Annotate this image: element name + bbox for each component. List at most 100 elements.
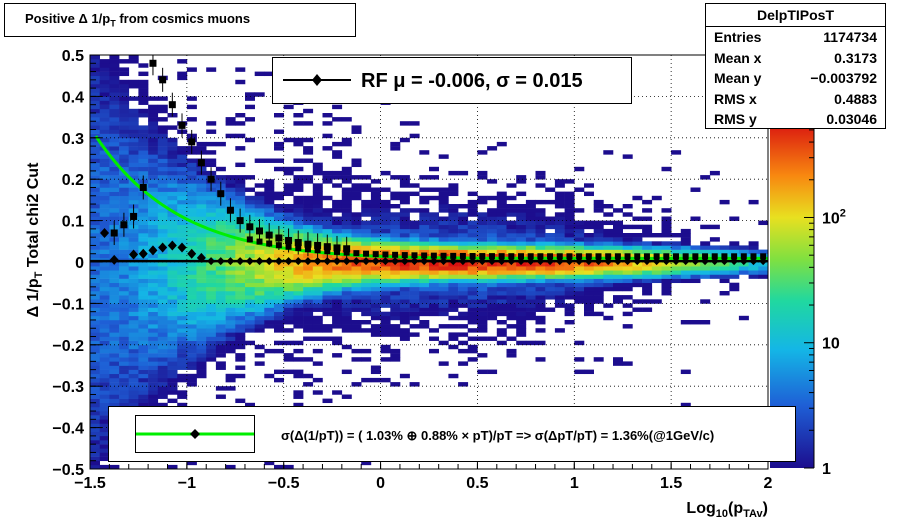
heatmap-cell <box>186 187 197 192</box>
heatmap-cell <box>196 357 207 362</box>
heatmap-cell <box>632 245 643 250</box>
heatmap-cell <box>312 220 323 226</box>
heatmap-cell <box>254 183 265 188</box>
heatmap-cell <box>119 237 130 242</box>
heatmap-cell <box>545 216 556 221</box>
heatmap-cell <box>148 125 159 130</box>
heatmap-cell <box>719 270 730 275</box>
heatmap-cell <box>283 137 294 143</box>
heatmap-cell <box>225 291 236 296</box>
heatmap-cell <box>390 291 401 296</box>
heatmap-cell <box>157 179 168 184</box>
heatmap-cell <box>564 274 575 279</box>
heatmap-cell <box>196 199 207 205</box>
heatmap-cell <box>409 278 420 284</box>
heatmap-cell <box>622 245 633 250</box>
heatmap-cell <box>157 311 168 317</box>
heatmap-cell <box>729 266 740 271</box>
heatmap-cell <box>167 204 178 209</box>
heatmap-cell <box>642 208 653 213</box>
heatmap-cell <box>477 324 488 329</box>
heatmap-cell <box>525 233 536 238</box>
heatmap-cell <box>458 170 469 176</box>
heatmap-cell <box>235 121 246 126</box>
x-tick-label: 0.5 <box>466 475 488 492</box>
heatmap-cell <box>235 175 246 180</box>
y-tick-label: −0.2 <box>52 338 84 355</box>
heatmap-cell <box>99 315 110 321</box>
heatmap-cell <box>109 216 120 221</box>
heatmap-cell <box>90 59 100 64</box>
heatmap-cell <box>254 286 265 292</box>
heatmap-cell <box>177 286 188 292</box>
heatmap-cell <box>138 336 149 341</box>
heatmap-cell <box>138 299 149 304</box>
heatmap-cell <box>303 146 314 151</box>
heatmap-cell <box>186 282 197 288</box>
heatmap-cell <box>186 195 197 201</box>
heatmap-cell <box>370 286 381 292</box>
heatmap-cell <box>177 220 188 226</box>
heatmap-cell <box>448 315 459 321</box>
heatmap-cell <box>167 369 178 375</box>
heatmap-cell <box>128 237 139 242</box>
heatmap-cell <box>235 291 246 296</box>
heatmap-cell <box>109 195 120 201</box>
heatmap-cell <box>651 274 662 279</box>
heatmap-cell <box>119 195 130 201</box>
heatmap-cell <box>477 216 488 221</box>
heatmap-cell <box>148 332 159 337</box>
heatmap-cell <box>186 315 197 321</box>
heatmap-cell <box>167 295 178 300</box>
heatmap-cell <box>622 295 633 300</box>
heatmap-cell <box>99 191 110 197</box>
heatmap-cell <box>293 357 304 362</box>
heatmap-cell <box>399 311 410 317</box>
heatmap-cell <box>245 315 255 321</box>
heatmap-cell <box>283 191 294 197</box>
heatmap-cell <box>341 220 352 226</box>
heatmap-cell <box>167 464 178 469</box>
heatmap-cell <box>496 224 507 230</box>
heatmap-cell <box>99 311 110 317</box>
heatmap-cell <box>157 328 168 333</box>
heatmap-cell <box>603 266 614 271</box>
heatmap-cell <box>535 278 546 284</box>
heatmap-cell <box>215 295 226 300</box>
heatmap-cell <box>535 183 546 188</box>
heatmap-cell <box>215 175 226 180</box>
heatmap-cell <box>177 216 188 221</box>
heatmap-cell <box>341 216 352 221</box>
heatmap-cell <box>341 369 352 375</box>
heatmap-cell <box>429 303 439 308</box>
heatmap-cell <box>370 291 381 296</box>
heatmap-cell <box>603 228 614 234</box>
heatmap-cell <box>157 233 168 238</box>
heatmap-cell <box>148 204 159 209</box>
heatmap-cell <box>119 175 130 180</box>
heatmap-cell <box>119 328 130 333</box>
heatmap-cell <box>458 311 469 317</box>
heatmap-cell <box>254 199 265 205</box>
heatmap-cell <box>99 456 110 462</box>
heatmap-cell <box>90 460 100 466</box>
heatmap-cell <box>109 266 120 271</box>
heatmap-cell <box>99 270 110 275</box>
heatmap-cell <box>506 311 517 317</box>
heatmap-cell <box>186 332 197 337</box>
heatmap-cell <box>157 336 168 341</box>
heatmap-cell <box>293 179 304 184</box>
heatmap-cell <box>438 291 449 296</box>
heatmap-cell <box>245 245 255 250</box>
heatmap-cell <box>632 233 643 238</box>
heatmap-cell <box>264 291 275 296</box>
heatmap-cell <box>138 79 149 85</box>
heatmap-cell <box>138 278 149 284</box>
heatmap-cell <box>215 245 226 250</box>
heatmap-cell <box>690 245 701 250</box>
heatmap-cell <box>90 340 100 346</box>
heatmap-cell <box>438 274 449 279</box>
heatmap-cell <box>128 84 139 89</box>
heatmap-cell <box>448 324 459 329</box>
heatmap-cell <box>516 295 527 300</box>
